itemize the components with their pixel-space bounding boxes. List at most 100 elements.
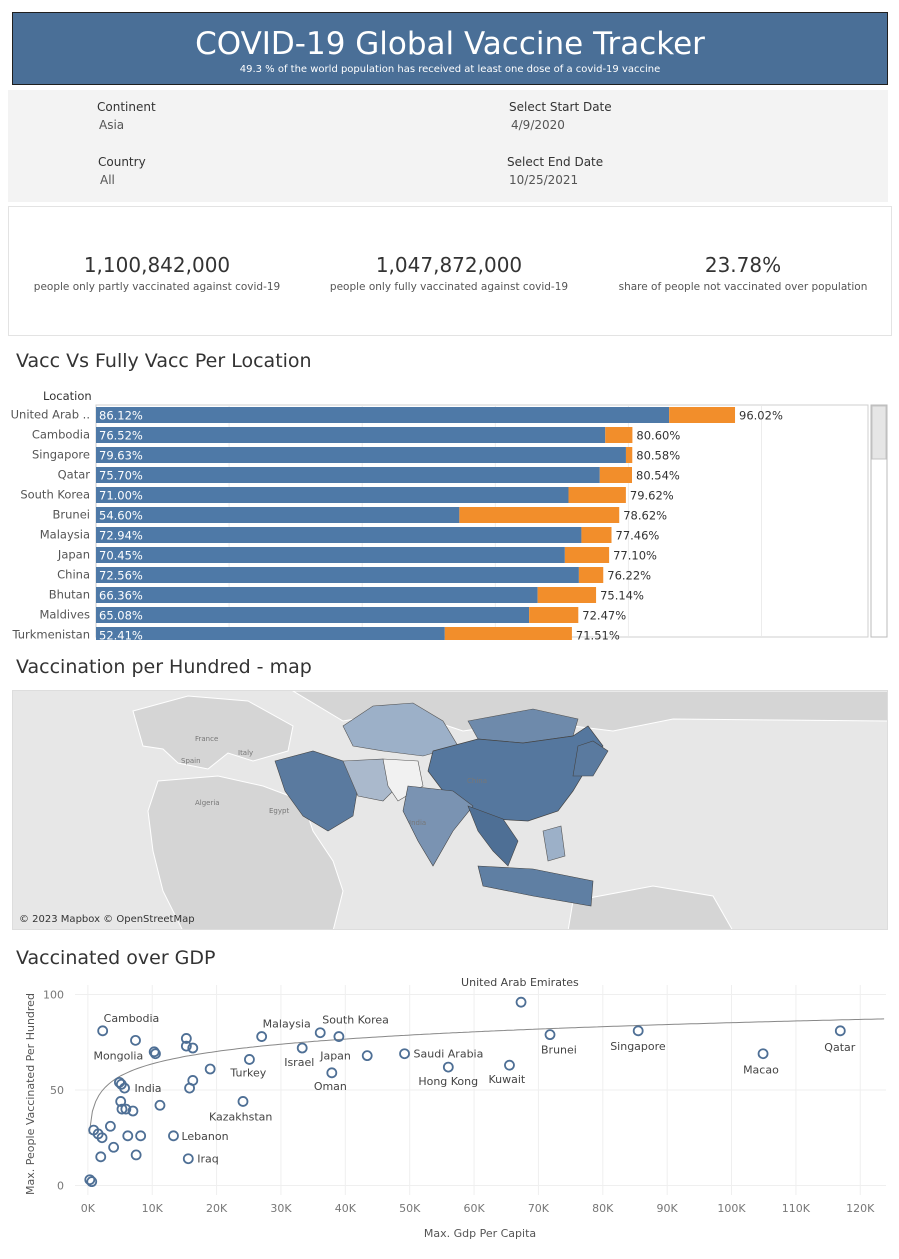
scatter-point[interactable] (204, 1063, 216, 1075)
scatter-point-marker[interactable] (333, 1031, 345, 1042)
bar-partly-vaccinated[interactable] (537, 587, 597, 603)
scatter-point-marker[interactable] (154, 1099, 166, 1111)
scatter-point[interactable] (333, 1031, 345, 1042)
scatter-point-marker[interactable] (135, 1130, 147, 1142)
bar-fully-vaccinated[interactable] (96, 607, 530, 623)
bar-row[interactable]: China 72.56% 76.22% (57, 567, 651, 583)
bar-fully-vaccinated[interactable] (96, 467, 600, 483)
bar-row[interactable]: Singapore 79.63% 80.58% (32, 447, 680, 463)
scatter-point[interactable] (120, 1103, 132, 1115)
start-date-value[interactable]: 4/9/2020 (511, 118, 565, 132)
scatter-point[interactable]: United Arab Emirates (461, 976, 579, 1008)
scatter-point-marker[interactable] (256, 1031, 268, 1042)
scatter-point-marker[interactable] (180, 1040, 192, 1052)
scatter-point[interactable] (135, 1130, 147, 1142)
scatter-point[interactable] (96, 1132, 108, 1144)
scatter-point-marker[interactable] (168, 1130, 179, 1142)
scatter-point-marker[interactable] (119, 1082, 130, 1094)
bar-partly-vaccinated[interactable] (459, 507, 620, 523)
continent-filter[interactable]: Continent Asia (97, 100, 156, 132)
scatter-point-marker[interactable] (150, 1048, 161, 1060)
scatter-point-marker[interactable] (120, 1103, 132, 1115)
bar-row[interactable]: Qatar 75.70% 80.54% (58, 467, 680, 483)
bar-partly-vaccinated[interactable] (625, 447, 633, 463)
scatter-point[interactable] (86, 1176, 98, 1188)
bar-partly-vaccinated[interactable] (599, 467, 633, 483)
bar-fully-vaccinated[interactable] (96, 427, 606, 443)
scatter-point-marker[interactable] (296, 1042, 308, 1054)
bar-partly-vaccinated[interactable] (605, 427, 633, 443)
bar-row[interactable]: South Korea 71.00% 79.62% (20, 487, 674, 503)
scatter-point-marker[interactable] (834, 1025, 846, 1037)
scatter-point-marker[interactable] (116, 1103, 128, 1115)
scatter-point-marker[interactable] (544, 1029, 556, 1041)
bar-partly-vaccinated[interactable] (529, 607, 579, 623)
end-date-filter[interactable]: Select End Date 10/25/2021 (507, 155, 603, 187)
bar-partly-vaccinated[interactable] (568, 487, 626, 503)
scatter-point-marker[interactable] (326, 1067, 338, 1079)
bar-fully-vaccinated[interactable] (96, 507, 460, 523)
scatter-point-marker[interactable] (504, 1059, 515, 1071)
scatter-point-marker[interactable] (180, 1033, 192, 1044)
scatter-point[interactable] (84, 1174, 96, 1186)
scatter-point-marker[interactable] (187, 1042, 199, 1054)
scatter-point[interactable] (130, 1149, 142, 1161)
country-filter-value[interactable]: All (100, 173, 115, 187)
scatter-point[interactable]: Cambodia (97, 1012, 159, 1037)
scatter-point[interactable]: Brunei (541, 1029, 577, 1057)
bar-row[interactable]: Brunei 54.60% 78.62% (53, 507, 668, 523)
bar-fully-vaccinated[interactable] (96, 547, 565, 563)
scatter-point[interactable] (108, 1141, 120, 1153)
end-date-value[interactable]: 10/25/2021 (509, 173, 579, 187)
scatter-point[interactable]: Malaysia (256, 1018, 311, 1042)
scatter-point-marker[interactable] (86, 1176, 98, 1188)
scatter-point-marker[interactable] (632, 1025, 644, 1037)
scatter-point[interactable] (95, 1151, 107, 1163)
scatter-point[interactable] (105, 1120, 116, 1132)
scatter-point-marker[interactable] (108, 1141, 120, 1153)
bar-partly-vaccinated[interactable] (578, 567, 604, 583)
scatter-point-marker[interactable] (105, 1120, 116, 1132)
bar-partly-vaccinated[interactable] (564, 547, 610, 563)
scatter-point[interactable]: Hong Kong (418, 1061, 478, 1089)
bar-partly-vaccinated[interactable] (581, 527, 612, 543)
scatter-point-marker[interactable] (757, 1048, 769, 1060)
scatter-point[interactable] (180, 1033, 192, 1044)
scatter-point[interactable]: South Korea (314, 1014, 389, 1039)
scatter-point-marker[interactable] (184, 1082, 195, 1094)
bar-partly-vaccinated[interactable] (444, 627, 572, 640)
bar-fully-vaccinated[interactable] (96, 627, 445, 640)
scatter-point-marker[interactable] (95, 1151, 107, 1163)
scatter-point-marker[interactable] (130, 1149, 142, 1161)
scatter-point[interactable] (130, 1034, 141, 1046)
bar-fully-vaccinated[interactable] (96, 567, 579, 583)
scatter-point[interactable]: Kazakhstan (209, 1096, 272, 1124)
scatter-point[interactable]: Japan (319, 1050, 373, 1063)
scatter-point-marker[interactable] (96, 1132, 108, 1144)
bar-row[interactable]: United Arab .. 86.12% 96.02% (11, 407, 783, 423)
scatter-point-marker[interactable] (314, 1027, 326, 1039)
continent-filter-value[interactable]: Asia (99, 118, 125, 132)
scatter-point[interactable] (127, 1105, 139, 1117)
scatter-point[interactable]: Mongolia (93, 1048, 161, 1063)
scatter-point[interactable] (116, 1103, 128, 1115)
start-date-filter[interactable]: Select Start Date 4/9/2020 (509, 100, 612, 132)
scatter-point-marker[interactable] (182, 1153, 194, 1165)
scatter-point-marker[interactable] (84, 1174, 96, 1186)
scatter-point[interactable]: Singapore (610, 1025, 666, 1053)
scatter-point-marker[interactable] (127, 1105, 139, 1117)
scatter-point[interactable] (180, 1040, 192, 1052)
bar-partly-vaccinated[interactable] (669, 407, 736, 423)
bar-fully-vaccinated[interactable] (96, 487, 569, 503)
scatter-point[interactable]: Kuwait (488, 1059, 526, 1087)
scatter-point[interactable] (115, 1096, 127, 1107)
bar-scrollbar-thumb[interactable] (871, 405, 887, 460)
scatter-point[interactable]: Oman (314, 1067, 347, 1093)
scatter-point-marker[interactable] (97, 1025, 109, 1037)
scatter-point[interactable] (154, 1099, 166, 1111)
scatter-point[interactable] (187, 1042, 199, 1054)
bar-row[interactable]: Cambodia 76.52% 80.60% (32, 427, 681, 443)
bar-row[interactable]: Malaysia 72.94% 77.46% (40, 527, 660, 543)
bar-scrollbar[interactable] (870, 404, 888, 638)
scatter-point[interactable]: India (119, 1082, 162, 1095)
